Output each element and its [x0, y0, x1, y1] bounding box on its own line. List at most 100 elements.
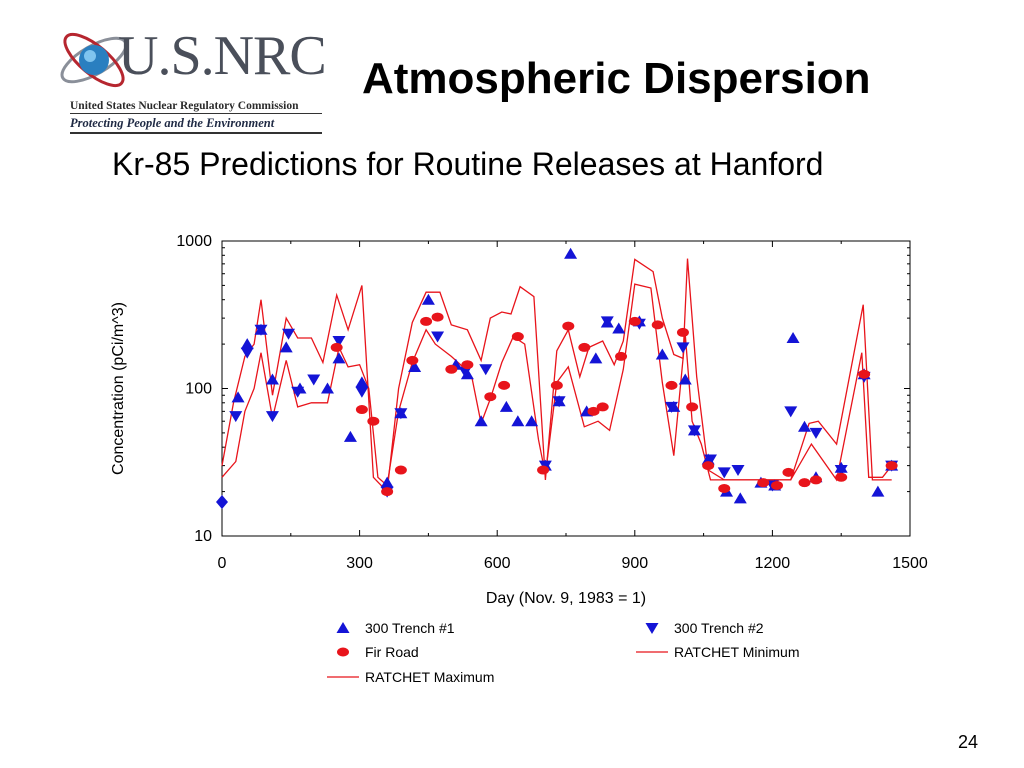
300-trench-1-point [343, 430, 357, 442]
ratchet-maximum-line [221, 258, 892, 494]
fir-road-point [798, 478, 811, 488]
page-number: 24 [957, 732, 978, 752]
300-trench-2-point [687, 425, 701, 437]
300-trench-1-point [525, 415, 539, 427]
300-trench-1-point [871, 485, 885, 497]
300-trench-1-point [655, 348, 669, 360]
logo-underline [70, 132, 322, 134]
300-trench-2-point [600, 316, 614, 328]
fir-road-point [550, 380, 563, 390]
300-trench-2-point [307, 374, 321, 386]
fir-road-point [431, 312, 444, 322]
300-trench-1-point [564, 247, 578, 259]
300-trench-2-point [703, 454, 717, 466]
300-trench-1-point [408, 360, 422, 372]
fir-road-point [587, 406, 600, 416]
fir-road-point [578, 342, 591, 352]
300-trench-1-point [231, 391, 245, 403]
legend-ratchet-maximum-label: RATCHET Maximum [365, 669, 494, 685]
fir-road-point [628, 316, 641, 326]
fir-road-point [394, 465, 407, 475]
300-trench-1-point [786, 331, 800, 343]
logo-agency-name: United States Nuclear Regulatory Commiss… [70, 100, 299, 112]
fir-road-point [511, 332, 524, 342]
fir-road-point [537, 465, 550, 475]
slide-title: Atmospheric Dispersion [362, 54, 871, 103]
legend-300-trench-2-swatch [645, 623, 659, 634]
300-trench-1-point [612, 322, 626, 334]
300-trench-2-point [731, 465, 745, 477]
fir-road-point [445, 364, 458, 374]
legend-300-trench-2-label: 300 Trench #2 [674, 620, 764, 636]
fir-road-point [498, 380, 511, 390]
300-trench-1-point [589, 352, 603, 364]
legend-fir-road-label: Fir Road [365, 644, 419, 660]
x-tick-label: 1500 [892, 555, 928, 572]
atom-logo-icon [60, 32, 128, 88]
fir-road-point [330, 342, 343, 352]
x-tick-label: 300 [346, 555, 373, 572]
fir-road-point [676, 327, 689, 337]
nrc-logo: U.S.NRC United States Nuclear Regulatory… [52, 20, 332, 134]
300-trench-1-point [355, 376, 369, 388]
300-trench-1-point [380, 476, 394, 488]
fir-road-point [615, 351, 628, 361]
logo-tagline: Protecting People and the Environment [70, 116, 275, 130]
fir-road-point [420, 316, 433, 326]
fir-road-point [355, 405, 368, 415]
y-tick-label: 1000 [176, 233, 212, 250]
300-trench-2-point [332, 335, 346, 347]
300-trench-1-point [421, 293, 435, 305]
fir-road-point [484, 392, 497, 402]
300-trench-2-point [809, 427, 823, 439]
300-trench-1-point [678, 373, 692, 385]
fir-road-point [835, 472, 848, 482]
legend-ratchet-minimum-label: RATCHET Minimum [674, 644, 800, 660]
fir-road-point [406, 355, 419, 365]
300-trench-2-point [265, 411, 279, 423]
300-trench-2-point [479, 364, 493, 376]
300-trench-2-point [552, 396, 566, 408]
fir-road-point [596, 402, 609, 412]
fir-road-point [686, 402, 699, 412]
300-trench-1-point [499, 400, 513, 412]
logo-divider [70, 113, 322, 114]
300-trench-2-point [254, 324, 268, 336]
300-trench-1-point [320, 382, 334, 394]
300-trench-1-point [332, 352, 346, 364]
x-tick-label: 900 [621, 555, 648, 572]
300-trench-1-point [265, 373, 279, 385]
fir-road-point [885, 461, 898, 471]
300-trench-2-point [717, 467, 731, 479]
300-trench-2-point [355, 386, 369, 398]
y-tick-label: 100 [185, 381, 212, 398]
300-trench-1-point [733, 492, 747, 504]
300-trench-2-point [458, 366, 472, 378]
fir-road-point [858, 369, 871, 379]
legend-fir-road-swatch [337, 647, 349, 657]
legend-300-trench-1-swatch [336, 622, 350, 633]
300-trench-2-point [394, 408, 408, 420]
x-axis-label: Day (Nov. 9, 1983 = 1) [486, 590, 646, 607]
300-trench-2-point [229, 411, 243, 423]
fir-road-point [381, 487, 394, 497]
fir-road-point [770, 480, 783, 490]
fir-road-point [651, 320, 664, 330]
300-trench-1-point [216, 495, 228, 510]
slide-subtitle: Kr-85 Predictions for Routine Releases a… [112, 146, 824, 182]
fir-road-point [782, 467, 795, 477]
300-trench-1-point [240, 338, 254, 350]
logo-wordmark: U.S.NRC [118, 25, 327, 87]
fir-road-point [809, 475, 822, 485]
300-trench-1-point [474, 415, 488, 427]
300-trench-2-point [784, 406, 798, 418]
fir-road-point [757, 478, 770, 488]
x-tick-label: 0 [218, 555, 227, 572]
y-axis-label: Concentration (pCi/m^3) [110, 302, 127, 475]
300-trench-2-point [291, 386, 305, 398]
300-trench-2-point [664, 401, 678, 413]
300-trench-2-point [431, 331, 445, 343]
y-tick-label: 10 [194, 528, 212, 545]
300-trench-1-point [279, 341, 293, 353]
